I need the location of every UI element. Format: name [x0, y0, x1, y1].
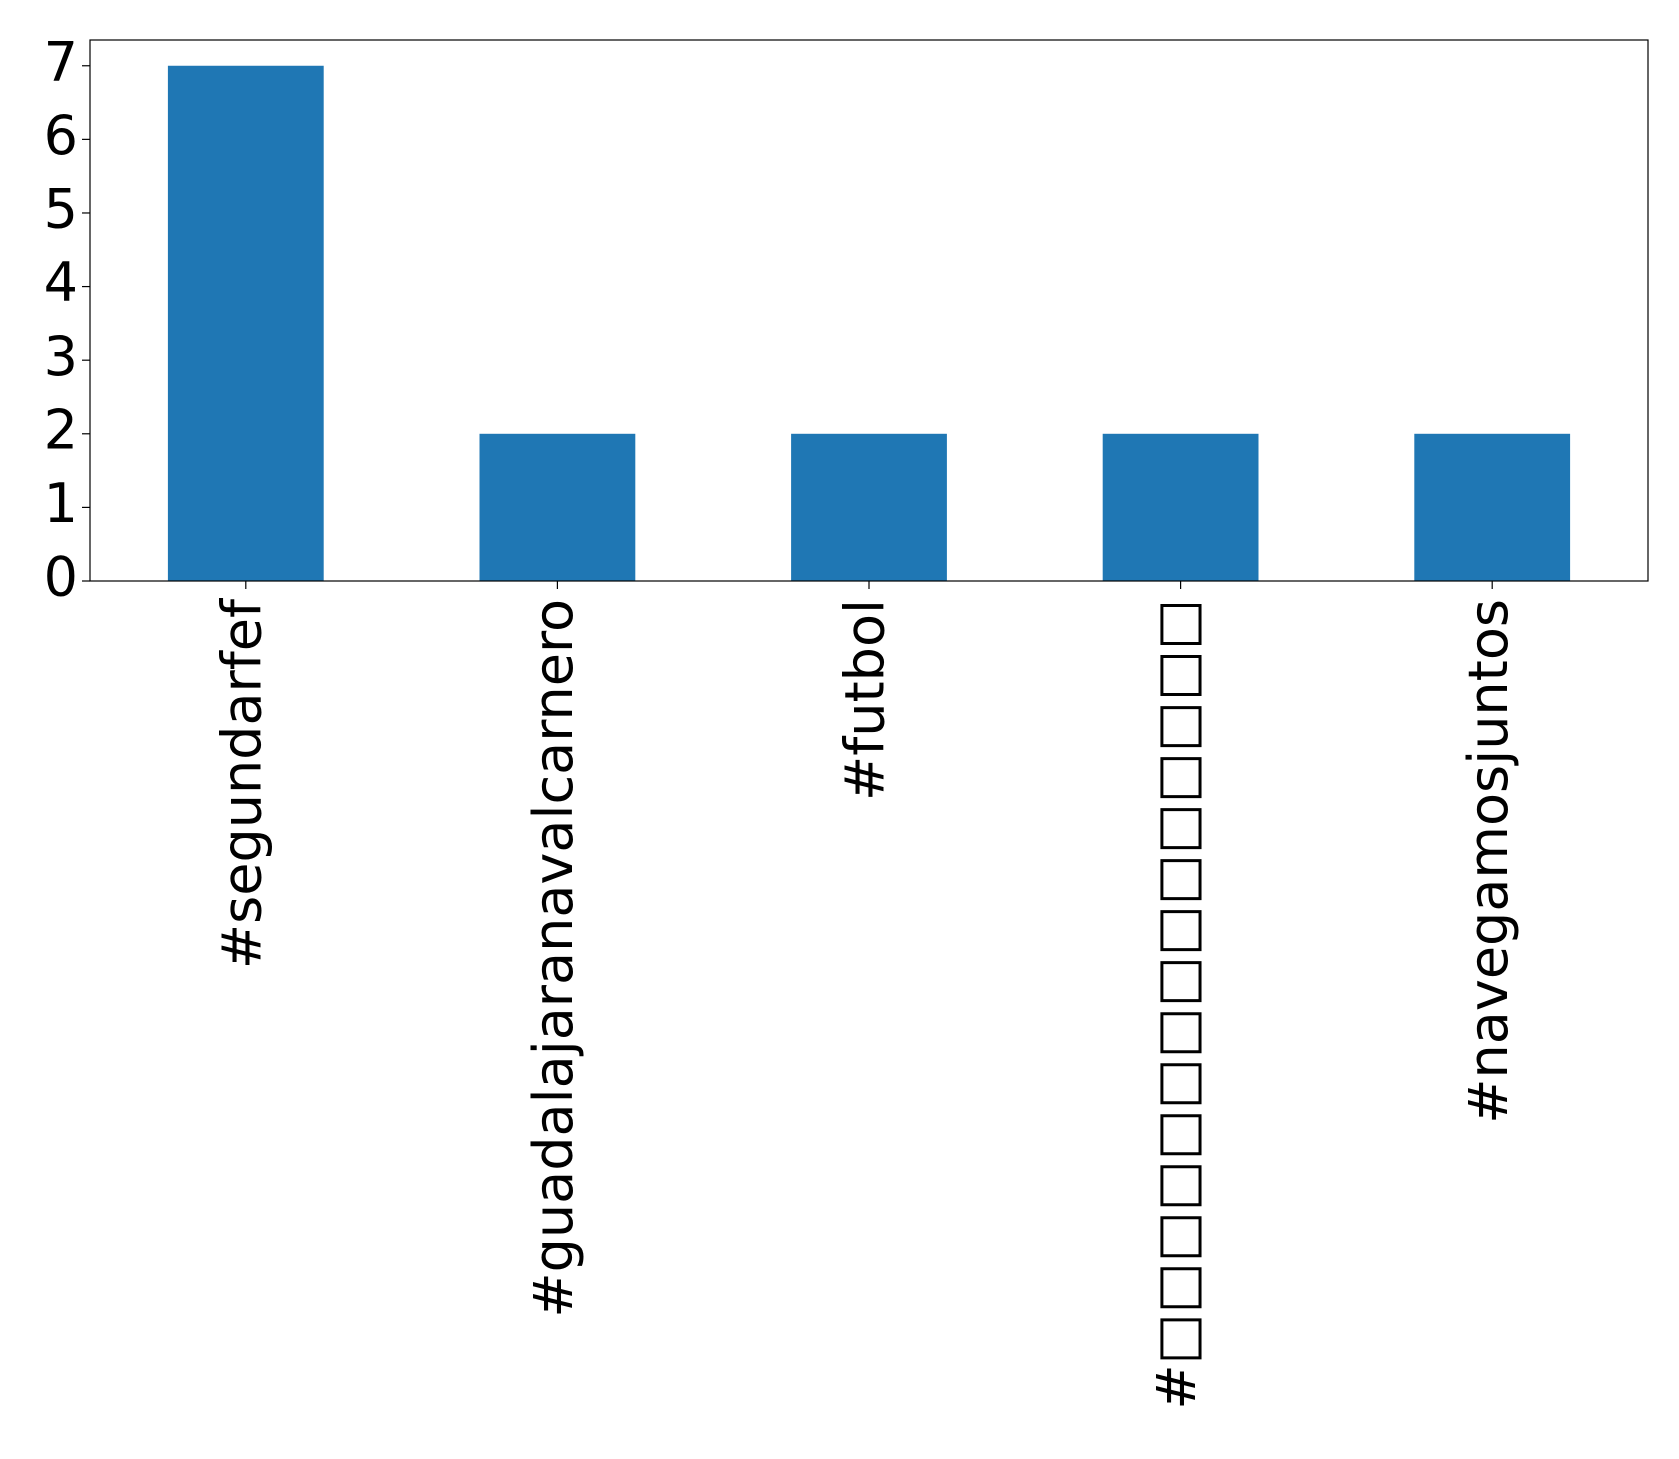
y-tick-label: 4	[44, 251, 78, 314]
y-tick-label: 7	[44, 30, 78, 93]
bar	[1414, 433, 1571, 581]
y-tick-label: 1	[44, 472, 78, 535]
x-tick-label: #futbol	[834, 599, 897, 801]
y-tick-label: 3	[44, 325, 78, 388]
y-tick-label: 0	[44, 546, 78, 609]
bar	[791, 433, 947, 581]
x-tick-label: #segundarfef	[210, 597, 273, 969]
plot-frame	[89, 39, 1649, 582]
y-tick-label: 5	[44, 178, 78, 241]
bar	[479, 433, 636, 581]
x-tick-label: #□□□□□□□□□□□□□□□	[1145, 599, 1208, 1410]
bar	[1102, 433, 1259, 581]
bar	[167, 65, 324, 581]
x-tick-label: #guadalajaranavalcarnero	[522, 599, 585, 1318]
y-tick-label: 6	[44, 104, 78, 167]
x-tick-label: #navegamosjuntos	[1457, 599, 1520, 1124]
y-tick-label: 2	[44, 398, 78, 461]
